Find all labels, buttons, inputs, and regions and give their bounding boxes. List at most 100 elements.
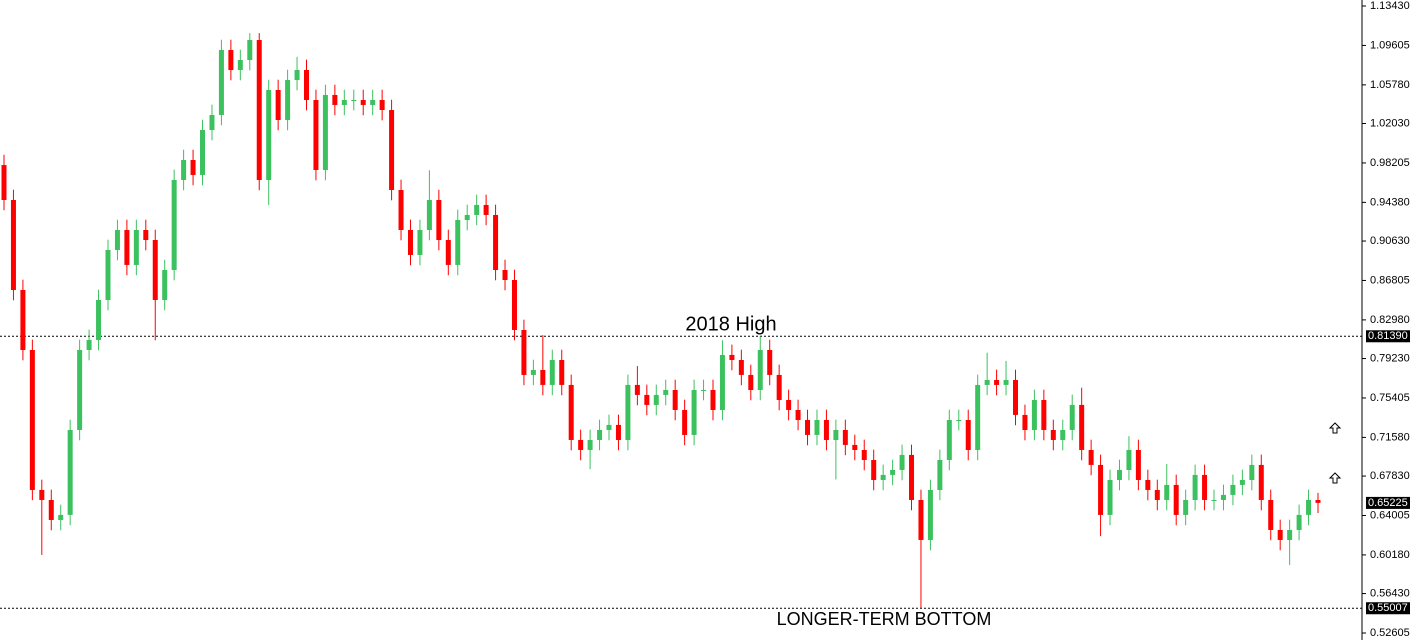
candle-body [181,160,187,181]
candle-body [946,419,952,460]
candle-body [105,249,111,300]
candle-body [814,419,820,435]
y-tick-label: 0.60180 [1370,549,1410,561]
y-tick-label: 1.05780 [1370,79,1410,91]
candle-body [568,384,574,440]
candle-body [842,429,848,445]
candle-body [256,40,262,181]
candle-body [549,359,555,385]
candle-body [237,60,243,71]
candle-body [360,100,366,105]
candle-body [1022,414,1028,430]
y-tick-label: 1.09605 [1370,39,1410,51]
candle-body [1116,469,1122,480]
candle-body [1050,429,1056,440]
candle-body [984,379,990,385]
candle-body [1173,484,1179,515]
candle-body [96,299,102,340]
candle-body [729,354,735,360]
candle-body [86,339,92,350]
candle-body [701,389,707,391]
candle-body [786,399,792,410]
candle-body [124,229,130,265]
candle-body [389,110,395,191]
candle-body [426,200,432,230]
candle-body [493,214,499,270]
candle-body [1287,529,1293,540]
candle-body [871,459,877,480]
y-tick-label: 0.64005 [1370,509,1410,521]
candle-body [483,204,489,215]
candle-body [398,190,404,230]
candle-body [757,349,763,390]
candle-body [1031,399,1037,430]
candle-body [1107,479,1113,515]
candle-body [530,369,536,375]
candle-body [247,40,253,61]
candle-body [644,394,650,405]
y-tick-label: 0.79230 [1370,352,1410,364]
candle-body [455,219,461,265]
candle-body [304,70,310,101]
candle-body [1249,464,1255,480]
candle-body [39,489,45,500]
candle-body [190,160,196,175]
candle-body [464,214,470,220]
candle-body [1258,464,1264,500]
y-tick-label: 0.82980 [1370,314,1410,326]
level-label: 0.55007 [1368,602,1408,614]
level-label: 0.81390 [1368,330,1408,342]
candle-body [975,384,981,450]
y-tick-label: 1.02030 [1370,117,1410,129]
last-price-label: 0.65225 [1368,497,1408,509]
candle-body [615,424,621,440]
candle-body [795,409,801,420]
candle-body [275,90,281,121]
candle-body [322,94,328,171]
candle-body [918,499,924,540]
candle-body [200,130,206,175]
candle-body [407,229,413,255]
candle-body [663,389,669,395]
candle-body [152,239,158,300]
candle-body [521,329,527,375]
candle-body [20,289,26,350]
candle-body [1239,479,1245,485]
candle-body [710,389,716,410]
candle-body [162,269,168,300]
y-tick-label: 0.71580 [1370,431,1410,443]
candle-body [29,349,35,490]
candle-body [823,419,829,440]
candle-body [653,394,659,405]
candle-body [833,429,839,440]
candle-body [805,419,811,435]
candle-body [625,384,631,440]
candle-body [370,100,376,105]
candle-body [1220,494,1226,500]
candle-body [1230,484,1236,495]
candle-body [1098,464,1104,515]
candle-body [445,239,451,265]
candle-body [1069,404,1075,430]
candle-body [341,100,347,105]
candle-body [682,409,688,435]
candle-body [861,449,867,460]
candle-body [748,374,754,390]
y-tick-label: 0.67830 [1370,470,1410,482]
candle-body [634,384,640,395]
candle-body [1060,429,1066,440]
candle-body [994,379,1000,385]
y-tick-label: 0.56430 [1370,587,1410,599]
y-tick-label: 0.90630 [1370,235,1410,247]
candle-body [1,165,7,201]
candle-body [1003,379,1009,385]
candle-body [1183,499,1189,515]
candle-body [672,389,678,410]
candle-body [143,229,149,240]
candle-body [351,100,357,102]
candle-body [890,469,896,475]
candle-body [719,354,725,410]
candle-body [927,489,933,540]
